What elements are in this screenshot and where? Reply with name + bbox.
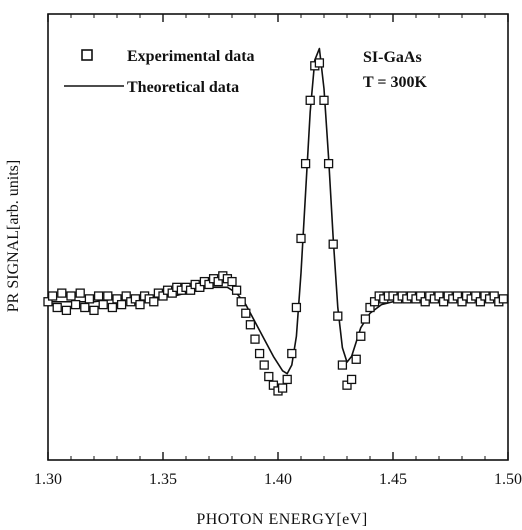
data-point-experimental <box>328 239 338 249</box>
data-point-experimental <box>61 305 72 316</box>
data-point-experimental <box>346 374 357 385</box>
data-point-experimental <box>498 294 509 304</box>
data-point-experimental <box>80 302 90 313</box>
data-point-experimental <box>291 302 302 313</box>
data-point-experimental <box>47 291 58 301</box>
legend: Experimental data Theoretical data <box>64 48 255 96</box>
data-point-experimental <box>287 348 297 359</box>
data-point-experimental <box>70 299 81 310</box>
data-point-experimental <box>259 360 269 370</box>
data-point-experimental <box>254 348 265 359</box>
data-point-experimental <box>356 331 366 341</box>
data-point-experimental <box>264 371 274 382</box>
x-tick-label: 1.50 <box>494 471 522 488</box>
data-point-experimental <box>75 288 85 298</box>
data-point-experimental <box>277 383 288 393</box>
x-tick-label: 1.30 <box>34 471 62 488</box>
data-point-experimental <box>107 302 118 313</box>
x-tick-label: 1.35 <box>149 471 177 488</box>
annotation-temperature: T = 300K <box>363 74 428 91</box>
data-point-experimental <box>98 299 108 310</box>
data-point-experimental <box>351 354 361 364</box>
data-point-experimental <box>323 158 334 169</box>
data-point-experimental <box>282 374 292 385</box>
data-point-experimental <box>103 291 113 301</box>
x-tick-label: 1.40 <box>264 471 292 488</box>
data-point-experimental <box>149 297 159 307</box>
data-point-experimental <box>227 276 237 287</box>
data-point-experimental <box>89 305 99 316</box>
data-point-experimental <box>296 233 306 244</box>
legend-experimental-marker <box>81 49 93 61</box>
annotation-group: SI-GaAs T = 300K <box>363 49 428 91</box>
data-point-experimental <box>84 294 95 304</box>
data-series-group <box>43 47 509 396</box>
data-point-experimental <box>236 297 246 307</box>
x-tick-label: 1.45 <box>379 471 407 488</box>
data-point-experimental <box>319 95 329 105</box>
x-axis-label: PHOTON ENERGY[eV] <box>196 511 367 528</box>
legend-theoretical-label: Theoretical data <box>127 79 239 96</box>
data-point-experimental <box>245 320 256 330</box>
data-point-experimental <box>360 314 371 324</box>
axis-ticks-group: 1.30 1.35 1.40 1.45 1.50 <box>34 14 522 488</box>
data-point-experimental <box>66 291 76 301</box>
data-point-experimental <box>52 302 62 313</box>
data-point-experimental <box>93 291 104 301</box>
legend-experimental-label: Experimental data <box>127 48 255 65</box>
data-point-experimental <box>300 158 311 169</box>
data-point-experimental <box>57 288 67 298</box>
annotation-material: SI-GaAs <box>363 49 422 66</box>
data-point-experimental <box>116 299 127 310</box>
y-axis-label: PR SIGNAL[arb. units] <box>5 160 22 312</box>
data-point-experimental <box>305 95 315 105</box>
data-point-experimental <box>250 334 260 344</box>
data-point-experimental <box>241 308 251 318</box>
data-point-experimental <box>135 299 145 310</box>
data-point-experimental <box>231 285 242 295</box>
data-point-experimental <box>333 311 343 321</box>
data-point-experimental <box>314 58 325 68</box>
series-line-theoretical <box>48 47 508 375</box>
data-point-experimental <box>337 360 348 370</box>
